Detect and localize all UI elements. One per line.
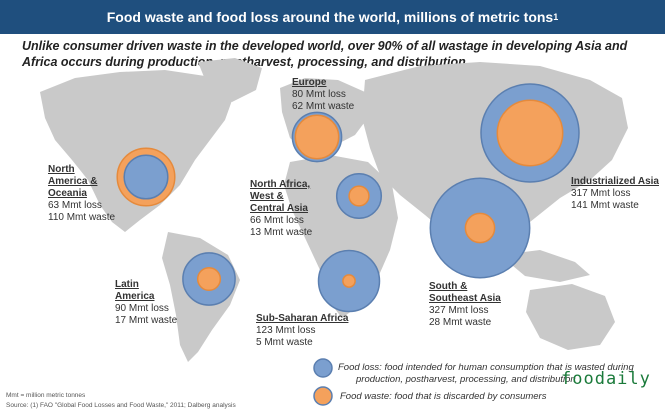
region-loss-value: 80 Mmt loss — [292, 89, 346, 100]
region-loss-value: 90 Mmt loss — [115, 303, 169, 314]
bubble-waste-south-southeast-asia — [464, 212, 496, 244]
region-name: America & — [48, 176, 98, 187]
title-footnote-mark: 1 — [553, 12, 559, 22]
legend-loss-text: Food loss: food intended for human consu… — [338, 362, 634, 373]
region-waste-value: 62 Mmt waste — [292, 101, 355, 112]
legend-waste: Food waste: food that is discarded by co… — [340, 391, 546, 403]
bubble-waste-industrialized-asia — [496, 99, 564, 167]
region-name: Oceania — [48, 188, 87, 199]
region-name: America — [115, 291, 155, 302]
region-name: Europe — [292, 77, 327, 88]
region-name: Sub-Saharan Africa — [256, 313, 349, 324]
legend-waste-text: Food waste: food that is discarded by co… — [340, 391, 547, 402]
region-waste-value: 28 Mmt waste — [429, 317, 492, 328]
region-loss-value: 317 Mmt loss — [571, 188, 631, 199]
footnote-source: Source: (1) FAO "Global Food Losses and … — [6, 402, 236, 409]
region-waste-value: 13 Mmt waste — [250, 227, 313, 238]
region-name: North Africa, — [250, 179, 311, 190]
region-name: North — [48, 164, 75, 175]
region-name: Central Asia — [250, 203, 308, 214]
bubble-layer — [116, 83, 580, 313]
region-name: South & — [429, 281, 468, 292]
region-loss-value: 63 Mmt loss — [48, 200, 102, 211]
region-label-south-southeast-asia: South & Southeast Asia 327 Mmt loss 28 M… — [429, 281, 501, 329]
region-label-north-africa: North Africa, West & Central Asia 66 Mmt… — [250, 179, 312, 239]
legend-loss: Food loss: food intended for human consu… — [338, 362, 634, 386]
region-waste-value: 141 Mmt waste — [571, 200, 639, 211]
region-label-latin-america: Latin America 90 Mmt loss 17 Mmt waste — [115, 279, 177, 327]
region-label-north-america: North America & Oceania 63 Mmt loss 110 … — [48, 164, 115, 224]
region-waste-value: 5 Mmt waste — [256, 337, 313, 348]
legend-markers — [313, 358, 333, 406]
bubble-loss-north-america-oceania — [123, 154, 169, 200]
legend-loss-text-cont: production, postharvest, processing, and… — [356, 374, 576, 385]
region-label-europe: Europe 80 Mmt loss 62 Mmt waste — [292, 77, 354, 113]
region-loss-value: 123 Mmt loss — [256, 325, 316, 336]
region-label-industrialized-asia: Industrialized Asia 317 Mmt loss 141 Mmt… — [571, 176, 659, 212]
chart-title: Food waste and food loss around the worl… — [106, 9, 554, 25]
southeast-asia-islands-land — [500, 250, 590, 282]
region-name: West & — [250, 191, 284, 202]
region-name: Latin — [115, 279, 139, 290]
region-loss-value: 66 Mmt loss — [250, 215, 304, 226]
australia-land — [526, 284, 615, 350]
greenland-land — [198, 58, 262, 102]
watermark-logo: foodaily — [561, 369, 651, 389]
region-label-sub-saharan-africa: Sub-Saharan Africa 123 Mmt loss 5 Mmt wa… — [256, 313, 348, 349]
footnote-mmt: Mmt = million metric tonnes — [6, 392, 86, 399]
region-name: Industrialized Asia — [571, 176, 659, 187]
region-loss-value: 327 Mmt loss — [429, 305, 489, 316]
legend-waste-marker — [313, 386, 333, 406]
region-waste-value: 17 Mmt waste — [115, 315, 178, 326]
bubble-waste-sub-saharan-africa — [342, 274, 356, 288]
bubble-waste-north-africa-west-central-asia — [348, 185, 370, 207]
bubble-waste-latin-america — [196, 266, 222, 292]
bubble-waste-europe — [294, 114, 340, 160]
legend-loss-marker — [313, 358, 333, 378]
region-name: Southeast Asia — [429, 293, 501, 304]
region-waste-value: 110 Mmt waste — [48, 212, 116, 223]
title-bar: Food waste and food loss around the worl… — [0, 0, 665, 34]
